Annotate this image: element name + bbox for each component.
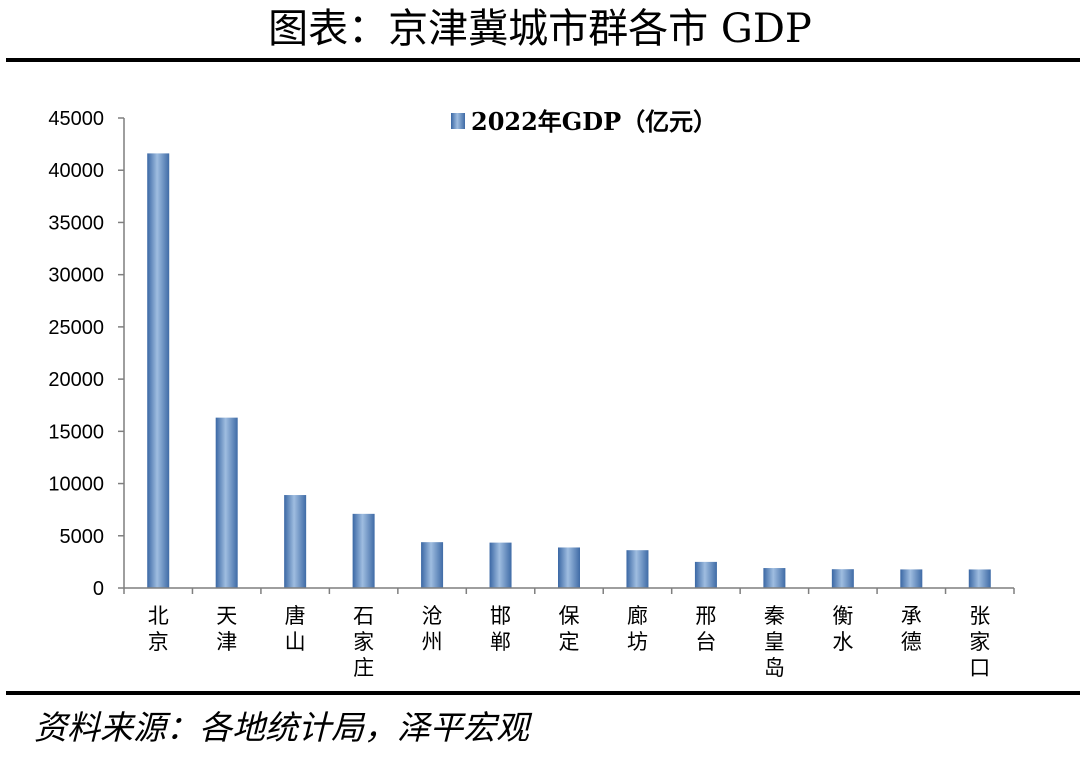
- bar: [147, 153, 170, 588]
- x-tick-label: 张家口: [969, 604, 990, 680]
- x-tick-label: 石家庄: [353, 604, 374, 680]
- x-tick-label: 沧州: [422, 604, 443, 654]
- bar: [763, 568, 786, 588]
- figure-title: 图表：京津冀城市群各市 GDP: [268, 6, 812, 52]
- legend-label: 2022年GDP（亿元）: [471, 107, 717, 136]
- x-tick-label: 邢台: [695, 604, 716, 654]
- x-tick-label: 唐山: [285, 604, 306, 654]
- bar: [694, 561, 717, 588]
- y-tick-label: 15000: [48, 421, 104, 443]
- bar: [831, 569, 854, 588]
- bar-chart: 2022年GDP（亿元） 0 5000 10000 15000 20000 25000 30…: [48, 107, 1015, 680]
- x-tick-label: 承德: [901, 604, 922, 654]
- bar: [352, 513, 375, 588]
- x-tick-label: 天津: [216, 604, 237, 654]
- bar: [489, 542, 512, 588]
- x-tick-label: 邯郸: [490, 604, 511, 654]
- bar: [968, 569, 991, 588]
- source-note: 资料来源：各地统计局，泽平宏观: [34, 708, 529, 747]
- legend: 2022年GDP（亿元）: [451, 107, 717, 136]
- bottom-rule: [6, 691, 1080, 695]
- y-tick-label: 35000: [48, 212, 104, 234]
- x-tick-label: 保定: [559, 604, 580, 654]
- legend-swatch: [451, 113, 465, 129]
- bar: [900, 569, 923, 588]
- bar: [626, 550, 649, 588]
- y-tick-label: 0: [93, 578, 104, 600]
- bar: [284, 495, 307, 588]
- x-tick-label: 秦皇岛: [764, 604, 785, 680]
- top-rule: [6, 58, 1080, 62]
- y-tick-label: 25000: [48, 317, 104, 339]
- bar: [215, 417, 238, 588]
- x-tick-label: 北京: [148, 604, 169, 654]
- bar: [558, 547, 580, 588]
- x-tick-label: 廊坊: [627, 604, 648, 654]
- y-tick-label: 30000: [48, 265, 104, 287]
- y-tick-label: 5000: [60, 526, 105, 548]
- bar: [421, 542, 444, 588]
- y-tick-label: 10000: [48, 474, 104, 496]
- y-tick-label: 45000: [48, 108, 104, 130]
- y-tick-label: 40000: [48, 160, 104, 182]
- y-tick-label: 20000: [48, 369, 104, 391]
- x-tick-label: 衡水: [832, 604, 853, 654]
